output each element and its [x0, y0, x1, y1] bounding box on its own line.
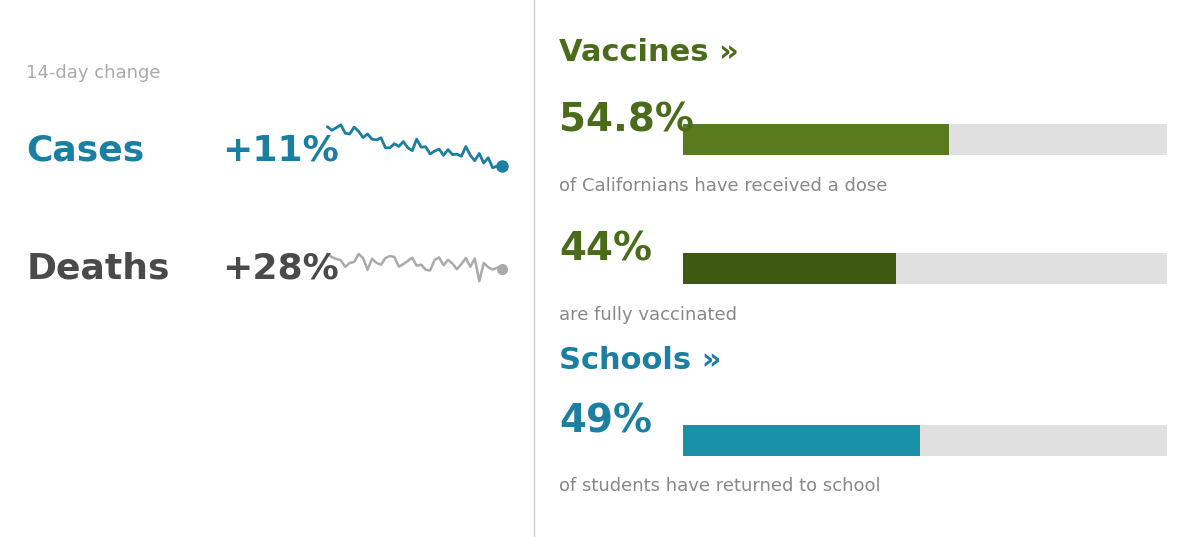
Bar [683, 425, 920, 456]
Text: 14-day change: 14-day change [26, 64, 161, 83]
Text: 49%: 49% [559, 403, 652, 440]
Bar [683, 124, 948, 155]
Text: 54.8%: 54.8% [559, 102, 694, 140]
Text: are fully vaccinated: are fully vaccinated [559, 306, 737, 324]
Bar [683, 124, 1168, 155]
Text: +28%: +28% [222, 251, 338, 286]
Text: Vaccines »: Vaccines » [559, 38, 739, 67]
Bar [683, 425, 1168, 456]
Bar [683, 253, 896, 284]
Text: Deaths: Deaths [26, 251, 170, 286]
Text: +11%: +11% [222, 133, 338, 168]
Text: 44%: 44% [559, 231, 652, 268]
Bar [683, 253, 1168, 284]
Text: of students have returned to school: of students have returned to school [559, 477, 881, 496]
Text: of Californians have received a dose: of Californians have received a dose [559, 177, 888, 195]
Text: Cases: Cases [26, 133, 145, 168]
Text: Schools »: Schools » [559, 346, 721, 375]
